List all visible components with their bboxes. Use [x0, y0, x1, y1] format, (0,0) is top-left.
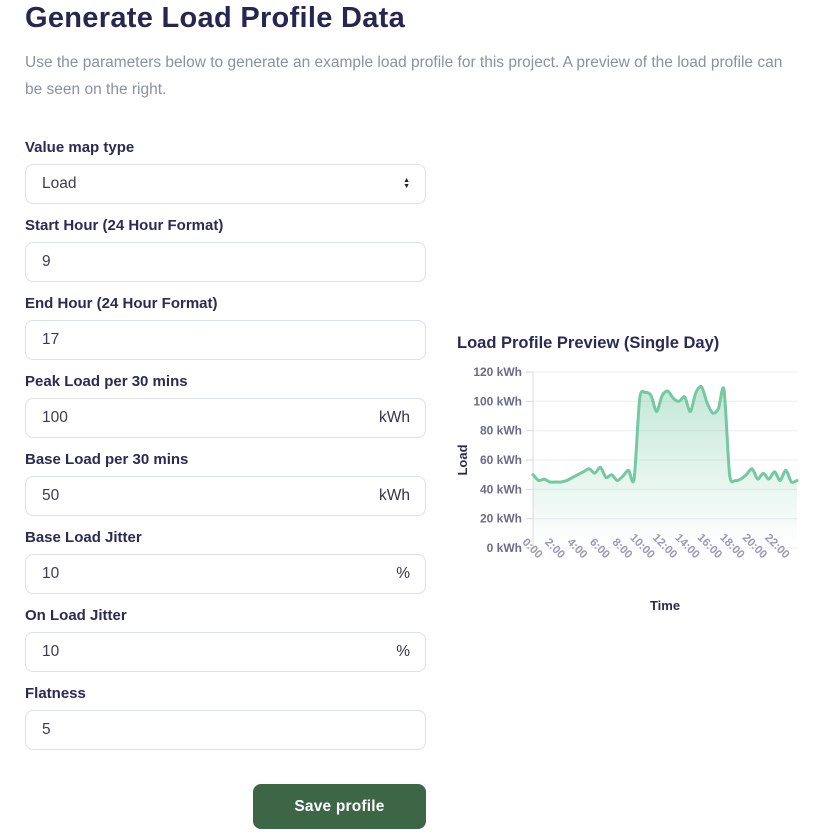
page-description: Use the parameters below to generate an … [25, 54, 783, 98]
field-on-load-jitter: On Load Jitter % [25, 607, 426, 672]
value-map-type-label: Value map type [25, 139, 135, 156]
on-load-jitter-label: On Load Jitter [25, 607, 127, 624]
value-map-type-select[interactable]: Load ▲ ▼ [25, 164, 426, 204]
svg-text:80 kWh: 80 kWh [480, 424, 522, 438]
on-load-jitter-input[interactable] [25, 632, 426, 672]
start-hour-label: Start Hour (24 Hour Format) [25, 217, 224, 234]
chart-title: Load Profile Preview (Single Day) [457, 334, 720, 352]
field-base-load: Base Load per 30 mins kWh [25, 451, 426, 516]
svg-text:Time: Time [650, 598, 680, 613]
svg-text:0 kWh: 0 kWh [487, 541, 522, 555]
field-base-load-jitter: Base Load Jitter % [25, 529, 426, 594]
select-arrows-icon: ▲ ▼ [403, 177, 410, 190]
base-load-control: kWh [25, 476, 426, 516]
base-load-label: Base Load per 30 mins [25, 451, 189, 468]
field-start-hour: Start Hour (24 Hour Format) [25, 217, 426, 282]
save-profile-button[interactable]: Save profile [253, 784, 426, 829]
svg-text:100 kWh: 100 kWh [473, 394, 522, 408]
field-peak-load: Peak Load per 30 mins kWh [25, 373, 426, 438]
end-hour-control [25, 320, 426, 360]
flatness-control [25, 710, 426, 750]
flatness-label: Flatness [25, 685, 86, 702]
field-flatness: Flatness [25, 685, 426, 750]
svg-text:120 kWh: 120 kWh [473, 365, 522, 379]
base-load-input[interactable] [25, 476, 426, 516]
field-end-hour: End Hour (24 Hour Format) [25, 295, 426, 360]
value-map-type-selected-value: Load [42, 175, 77, 192]
svg-text:60 kWh: 60 kWh [480, 453, 522, 467]
base-load-jitter-input[interactable] [25, 554, 426, 594]
base-load-jitter-control: % [25, 554, 426, 594]
svg-text:Load: Load [455, 444, 470, 475]
load-profile-chart-svg: 0 kWh 20 kWh 40 kWh 60 kWh 80 kWh 100 kWh 120 … [455, 365, 799, 613]
load-profile-form: Value map type Load ▲ ▼ Start Hour (24 Ho… [25, 139, 426, 829]
peak-load-label: Peak Load per 30 mins [25, 373, 188, 390]
start-hour-input[interactable] [25, 242, 426, 282]
end-hour-input[interactable] [25, 320, 426, 360]
flatness-input[interactable] [25, 710, 426, 750]
end-hour-label: End Hour (24 Hour Format) [25, 295, 218, 312]
load-profile-preview-chart: Load Profile Preview (Single Day) 0 kWh 2… [455, 325, 826, 630]
page-title: Generate Load Profile Data [25, 2, 406, 34]
on-load-jitter-control: % [25, 632, 426, 672]
svg-text:20 kWh: 20 kWh [480, 512, 522, 526]
peak-load-input[interactable] [25, 398, 426, 438]
svg-text:40 kWh: 40 kWh [480, 482, 522, 496]
base-load-jitter-label: Base Load Jitter [25, 529, 142, 546]
field-value-map-type: Value map type Load ▲ ▼ [25, 139, 426, 204]
start-hour-control [25, 242, 426, 282]
peak-load-control: kWh [25, 398, 426, 438]
